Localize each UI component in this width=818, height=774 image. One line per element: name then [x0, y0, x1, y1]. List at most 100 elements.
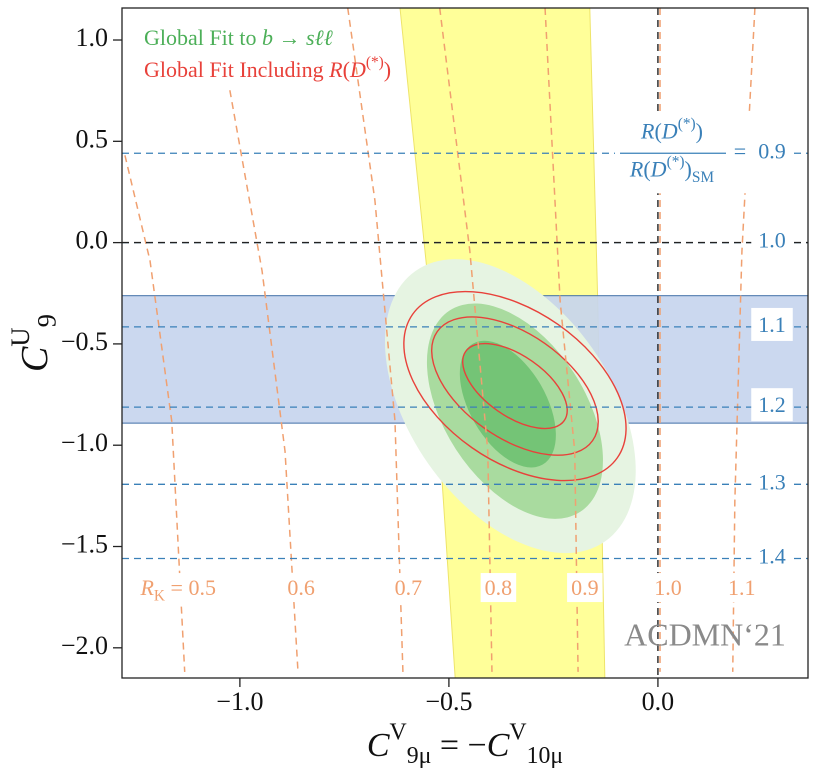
rd-ratio-numerator-part: R: [640, 118, 655, 143]
rk-label-bg: [135, 573, 220, 607]
red-fit-contour: [461, 342, 568, 430]
x-axis-label-part: 10μ: [527, 744, 564, 770]
rk-symbol: RK = 0.5: [139, 575, 216, 604]
rk-label-group: 0.7: [390, 573, 427, 603]
legend-entry: Global Fit to b → sℓℓ: [144, 25, 334, 50]
x-axis-label-part: = −: [431, 727, 486, 764]
rd-label-group: 0.9=R(D(*))R(D(*))SM: [615, 113, 793, 194]
rk-label-group: 1.1: [724, 573, 760, 603]
rk-label: 1.0: [654, 575, 682, 600]
rk-label-bg: [724, 573, 760, 603]
y-tick-label: −1.0: [61, 428, 108, 457]
rd-label: 0.9: [758, 138, 786, 163]
y-tick-label: −0.5: [61, 327, 108, 356]
rd-label: 1.0: [758, 228, 786, 253]
rd-label-group: 1.4: [751, 539, 793, 573]
rd-label-group: 1.3: [751, 465, 793, 499]
rd-label-bg: [751, 223, 793, 257]
rk-label-group: 0.9: [567, 573, 603, 603]
y-tick-label: −2.0: [61, 631, 108, 660]
rk-label: 0.7: [395, 575, 423, 600]
rk-label: 0.6: [287, 575, 315, 600]
x-axis-label-part: 9μ: [407, 744, 432, 770]
plot-area: [122, 8, 808, 678]
rd-ratio-numerator-part: (: [654, 118, 661, 143]
rk-label-group: 1.0: [650, 573, 686, 603]
legend-entry-part: (: [343, 57, 350, 82]
legend-entry-part: Global Fit Including: [144, 57, 329, 82]
rd-ratio-denominator-part: D: [650, 156, 667, 181]
x-axis-label-part: C: [487, 727, 510, 764]
rd-label-bg: [751, 539, 793, 573]
y-axis-label: CU9: [5, 314, 62, 372]
rk-contour: [346, 8, 404, 672]
rk-contour: [124, 155, 186, 672]
watermark: ACDMN‘21: [624, 616, 786, 652]
rk-label-group: RK = 0.5: [135, 573, 220, 607]
rd-label: 1.1: [758, 312, 786, 337]
rk-symbol-part: R: [139, 575, 154, 600]
rd-ratio-rel: =: [734, 138, 746, 163]
rd-label: 1.2: [758, 392, 786, 417]
y-tick-label: 1.0: [76, 23, 109, 52]
rd-ratio-numerator-part: (*): [678, 115, 696, 132]
rd-ratio-denominator: R(D(*))SM: [629, 153, 715, 185]
x-axis-label-part: C: [367, 727, 390, 764]
rk-symbol-part: =: [165, 575, 188, 600]
rk-label-bg: [283, 573, 319, 603]
legend-entry-part: R: [328, 57, 343, 82]
rk-label-bg: [567, 573, 603, 603]
x-axis-label: CV9μ = −CV10μ: [367, 720, 563, 770]
rd-label-group: 1.1: [751, 307, 793, 341]
plot-frame: [121, 7, 809, 679]
rd-label-bg: [751, 134, 793, 168]
rd-label-bg: [751, 465, 793, 499]
legend-entry-part: ): [384, 57, 391, 82]
rk-label: 1.1: [728, 575, 756, 600]
legend-entry-part: D: [349, 57, 366, 82]
rk-label-bg: [390, 573, 427, 603]
rd-label-bg: [751, 307, 793, 341]
rk-label: 0.8: [485, 575, 513, 600]
rd-label-group: 1.2: [751, 388, 793, 422]
rd-ratio-denominator-part: ): [685, 156, 692, 181]
rd-ratio-denominator-part: (*): [667, 153, 685, 170]
rd-ratio-numerator-part: ): [696, 118, 703, 143]
green-fit-region: [459, 340, 556, 468]
x-axis-label-part: V: [509, 720, 526, 746]
rk-label-bg: [650, 573, 686, 603]
rk-label: 0.9: [571, 575, 599, 600]
rd-label-group: 1.0: [751, 223, 793, 257]
rk-label-group: 0.6: [283, 573, 319, 603]
rd-ratio-numerator: R(D(*)): [640, 115, 703, 143]
red-fit-contour: [403, 290, 627, 482]
x-tick-label: −0.5: [425, 687, 472, 716]
rk-label-bg: [480, 573, 517, 603]
rk-symbol-part: K: [154, 587, 165, 604]
legend-entry-part: (*): [366, 54, 384, 71]
y-axis-label-part: U: [5, 327, 35, 346]
rk-contour: [544, 8, 579, 672]
rk-label-group: 0.8: [480, 573, 517, 603]
rd-label: 1.3: [758, 469, 786, 494]
legend-entry-part: Global Fit to: [144, 25, 262, 50]
rd-label-bg: [751, 388, 793, 422]
legend-entry-part: b → sℓℓ: [262, 25, 334, 50]
rk-contour: [438, 8, 493, 672]
rk-label: 0.5: [188, 575, 216, 600]
x-tick-label: 0.0: [642, 687, 675, 716]
y-tick-label: 0.0: [76, 226, 109, 255]
y-tick-label: 0.5: [76, 124, 109, 153]
y-axis-label-part: 9: [32, 314, 62, 327]
rd-ratio-denominator-part: (: [643, 156, 650, 181]
x-axis-label-part: V: [390, 720, 407, 746]
rd-ratio-denominator-part: R: [629, 156, 644, 181]
y-tick-label: −1.5: [61, 529, 108, 558]
x-tick-label: −1.0: [216, 687, 263, 716]
legend-entry: Global Fit Including R(D(*)): [144, 54, 391, 82]
y-axis-label-part: C: [14, 346, 56, 372]
rd-label: 1.4: [758, 544, 786, 569]
rd-ratio-denominator-part: SM: [692, 168, 715, 185]
rd-ratio-numerator-part: D: [661, 118, 678, 143]
